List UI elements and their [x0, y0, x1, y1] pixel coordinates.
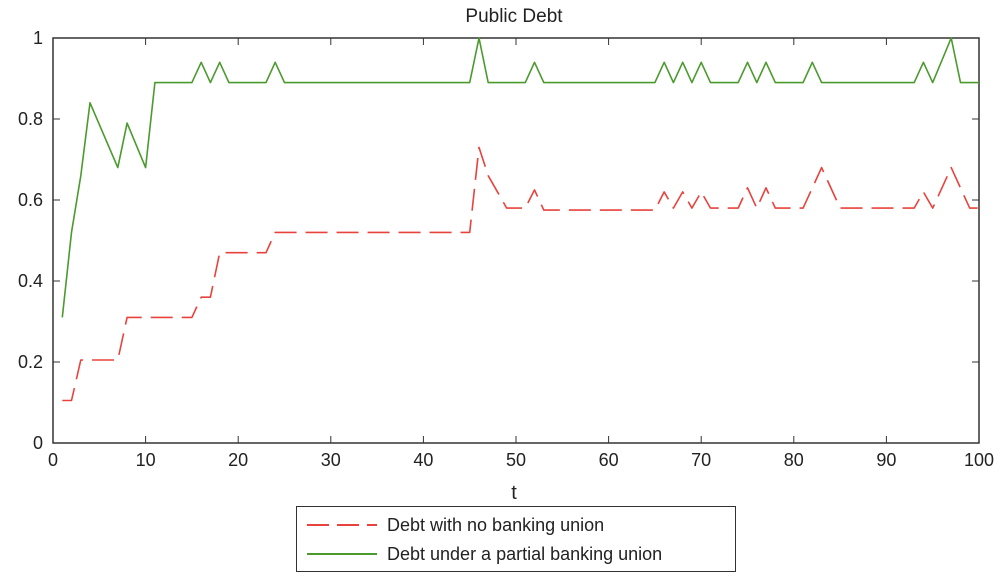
legend-swatch-solid-green: [307, 553, 377, 555]
y-tick-label: 0: [33, 433, 43, 453]
y-tick-label: 0.8: [18, 109, 43, 129]
x-axis-label: t: [511, 482, 517, 504]
series-line-partial-banking-union: [61, 37, 979, 318]
legend-swatch-dashed-red: [307, 524, 377, 526]
x-axis: 0 10 20 30 40 50 60 70 80 90 100: [48, 38, 994, 470]
x-tick-label: 60: [599, 450, 619, 470]
y-axis: 0 0.2 0.4 0.6 0.8 1: [18, 28, 979, 453]
x-tick-label: 10: [136, 450, 156, 470]
y-tick-label: 0.6: [18, 190, 43, 210]
y-tick-label: 1: [33, 28, 43, 48]
x-tick-label: 40: [413, 450, 433, 470]
x-tick-label: 100: [964, 450, 994, 470]
plot-area: [52, 37, 980, 444]
x-tick-label: 70: [691, 450, 711, 470]
legend-label: Debt under a partial banking union: [387, 543, 663, 564]
series-layer: [61, 37, 979, 402]
y-tick-label: 0.2: [18, 352, 43, 372]
x-tick-label: 80: [784, 450, 804, 470]
x-tick-label: 90: [876, 450, 896, 470]
legend: Debt with no banking union Debt under a …: [296, 506, 736, 572]
x-tick-label: 20: [228, 450, 248, 470]
chart-title: Public Debt: [465, 6, 563, 27]
x-tick-label: 50: [506, 450, 526, 470]
chart: Public Debt 0 10 20 30 40 50 60 70 80 90 100 00.20…: [18, 6, 994, 504]
x-tick-label: 0: [48, 450, 58, 470]
legend-item-partial-banking-union: Debt under a partial banking union: [307, 541, 662, 567]
y-tick-label: 0.4: [18, 271, 43, 291]
legend-label: Debt with no banking union: [387, 514, 605, 535]
legend-item-no-banking-union: Debt with no banking union: [307, 512, 604, 538]
series-line-no-banking-union: [62, 146, 979, 402]
x-tick-label: 30: [321, 450, 341, 470]
